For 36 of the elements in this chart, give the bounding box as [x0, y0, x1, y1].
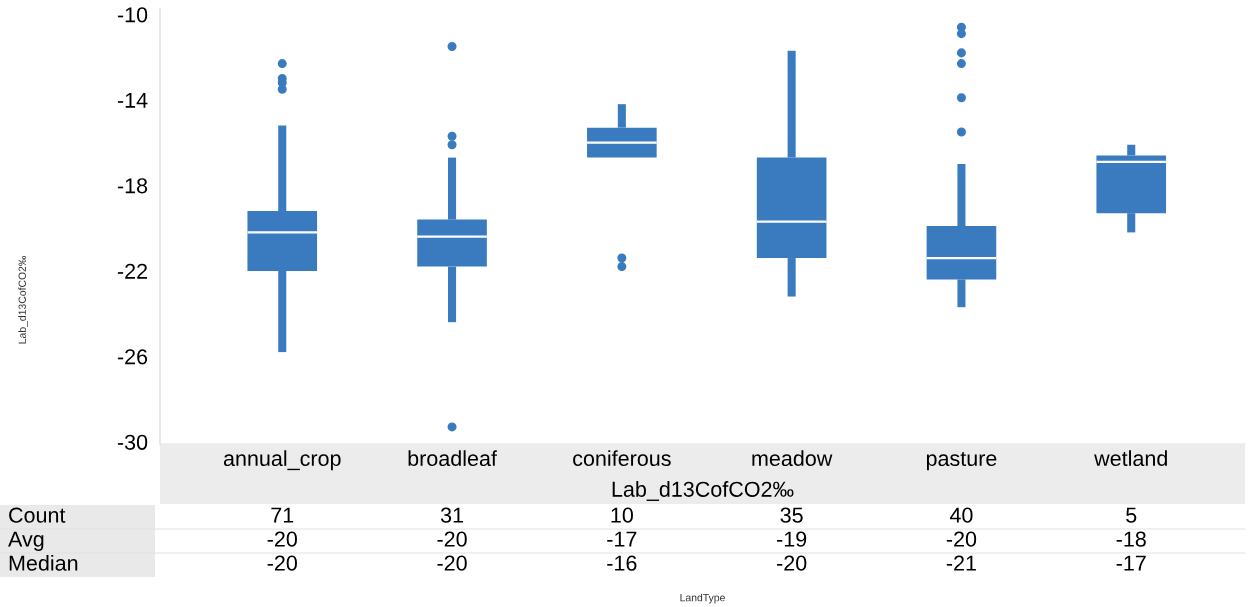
- text: Lab_d13CofCO2‰: [612, 481, 794, 501]
- text: -21: [946, 555, 976, 571]
- text: -17: [607, 531, 637, 547]
- text: 35: [780, 507, 803, 523]
- y-tick-label: -30: [117, 434, 148, 450]
- y-tick-label: -26: [117, 349, 148, 365]
- x-tick-label: wetland: [1094, 450, 1167, 467]
- category-label: Avg: [8, 531, 44, 552]
- x-tick-label: annual_crop: [223, 450, 341, 471]
- text: 5: [1126, 507, 1137, 523]
- text: -18: [1116, 531, 1146, 547]
- text: -20: [437, 531, 467, 547]
- x-tick-label: pasture: [926, 451, 997, 471]
- y-tick-label: -10: [117, 7, 148, 23]
- text: -20: [267, 555, 297, 571]
- text: -19: [777, 531, 807, 547]
- text: 31: [440, 507, 463, 523]
- text: 40: [949, 507, 973, 523]
- category-label: Count: [9, 507, 66, 523]
- category-label: Median: [9, 554, 78, 571]
- text: 10: [611, 507, 633, 523]
- x-tick-label: meadow: [752, 450, 833, 467]
- text: -20: [267, 531, 297, 547]
- text: -20: [777, 555, 807, 571]
- text: -17: [1116, 555, 1146, 571]
- x-tick-label: coniferous: [573, 450, 671, 467]
- y-axis-title: Lab_d13CofCO2‰: [18, 255, 28, 344]
- text: -20: [946, 531, 977, 547]
- text: -20: [437, 555, 467, 571]
- text: -16: [607, 555, 637, 571]
- y-tick-label: -22: [117, 263, 147, 279]
- text: 71: [271, 507, 294, 523]
- text: LandType: [680, 593, 725, 604]
- x-tick-label: broadleaf: [408, 450, 497, 467]
- y-tick-label: -14: [117, 92, 148, 108]
- y-tick-label: -18: [117, 178, 148, 194]
